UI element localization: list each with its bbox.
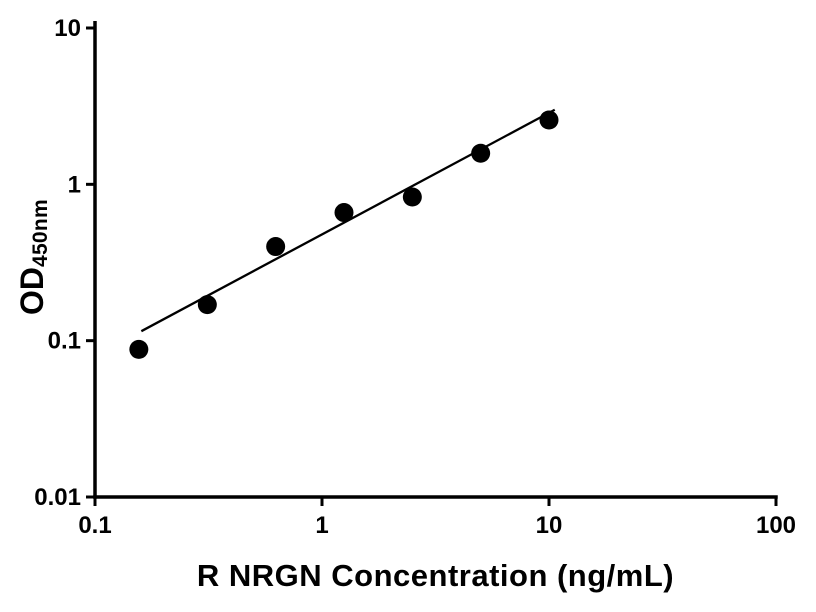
- y-axis-title-sub: 450nm: [29, 198, 52, 268]
- y-axis-tick-label: 0.1: [48, 328, 81, 355]
- data-point: [471, 143, 491, 163]
- data-point: [402, 187, 422, 207]
- y-axis-title: OD450nm: [14, 199, 52, 316]
- y-axis-title-main: OD: [14, 267, 50, 316]
- x-axis-tick-label: 1: [315, 512, 328, 539]
- y-axis-tick-label: 0.01: [34, 484, 81, 511]
- y-axis-tick-label: 10: [54, 15, 81, 42]
- data-point: [266, 237, 286, 257]
- x-axis-tick-label: 0.1: [78, 512, 111, 539]
- x-axis-tick-label: 100: [756, 512, 796, 539]
- data-point: [334, 203, 354, 223]
- x-axis-tick-label: 10: [536, 512, 563, 539]
- x-axis-title: R NRGN Concentration (ng/mL): [196, 558, 675, 593]
- data-point: [539, 110, 559, 130]
- y-axis-tick-label: 1: [68, 171, 81, 198]
- data-point: [129, 339, 149, 359]
- data-point: [197, 295, 217, 315]
